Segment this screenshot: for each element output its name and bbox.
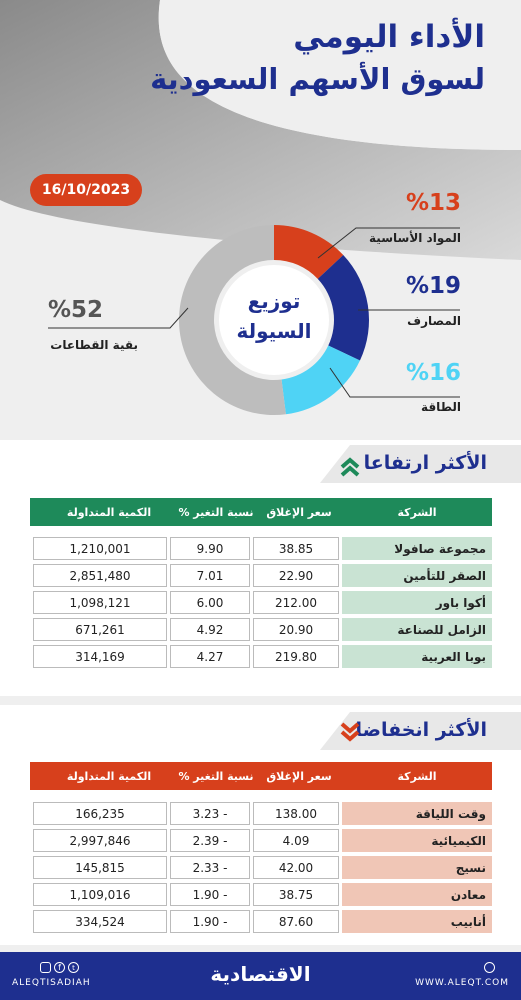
cell-change: - 1.90 (170, 883, 250, 906)
donut-center (219, 265, 329, 375)
arrow-down-icon (340, 722, 360, 742)
cell-change: - 2.39 (170, 829, 250, 852)
facebook-icon[interactable]: f (54, 962, 65, 973)
leader-lines (48, 227, 460, 398)
donut-center-line-1: توزيع (248, 289, 301, 313)
twitter-icon[interactable]: t (68, 962, 79, 973)
cell-close: 4.09 (253, 829, 339, 852)
cell-volume: 1,109,016 (33, 883, 167, 906)
cell-close: 38.85 (253, 537, 339, 560)
donut-segment-2 (281, 345, 360, 415)
cell-company: بوبا العربية (342, 645, 492, 668)
cell-company: الكيميائية (342, 829, 492, 852)
table-row: وقت اللياقة 138.00- 3.23 166,235 (30, 802, 492, 825)
footer: f t ALEQTISADIAH الاقتصادية WWW.ALEQT.CO… (0, 952, 521, 1000)
col-volume: الكمية المتداولة (66, 769, 152, 783)
segment-materials-label: المواد الأساسية (369, 231, 461, 245)
cell-company: الزامل للصناعة (342, 618, 492, 641)
gainers-table-header: الشركة سعر الإغلاق نسبة التغير % الكمية … (30, 498, 492, 526)
cell-company: نسيج (342, 856, 492, 879)
segment-other-pct: %52 (48, 297, 104, 323)
segment-energy-label: الطاقة (421, 400, 461, 414)
cell-volume: 2,997,846 (33, 829, 167, 852)
instagram-icon[interactable] (40, 962, 51, 973)
losers-table-header: الشركة سعر الإغلاق نسبة التغير % الكمية … (30, 762, 492, 790)
col-change: نسبة التغير % (178, 505, 254, 519)
cell-volume: 334,524 (33, 910, 167, 933)
social-handle[interactable]: ALEQTISADIAH (12, 978, 91, 988)
website-link[interactable]: WWW.ALEQT.COM (415, 978, 509, 988)
segment-materials-pct: %13 (405, 190, 461, 216)
table-row: أنابيب 87.60- 1.90 334,524 (30, 910, 492, 933)
page-title: الأداء اليومي لسوق الأسهم السعودية (125, 16, 485, 100)
cell-close: 212.00 (253, 591, 339, 614)
donut-segment-0 (274, 225, 344, 279)
table-row: معادن 38.75- 1.90 1,109,016 (30, 883, 492, 906)
cell-company: معادن (342, 883, 492, 906)
segment-other-label: بقية القطاعات (50, 338, 138, 352)
segment-banks-label: المصارف (407, 314, 461, 328)
social-icons: f t (40, 962, 79, 973)
losers-title: الأكثر انخفاضا (355, 719, 487, 741)
table-row: الزامل للصناعة 20.90 4.92 671,261 (30, 618, 492, 641)
title-line-2: لسوق الأسهم السعودية (150, 62, 485, 96)
cell-change: 4.27 (170, 645, 250, 668)
segment-banks-pct: %19 (405, 273, 461, 299)
table-row: مجموعة صافولا 38.85 9.90 1,210,001 (30, 537, 492, 560)
cell-close: 87.60 (253, 910, 339, 933)
arrow-up-icon (340, 457, 360, 477)
cell-close: 22.90 (253, 564, 339, 587)
cell-close: 42.00 (253, 856, 339, 879)
cell-change: - 3.23 (170, 802, 250, 825)
liquidity-donut-chart: توزيع السيولة (179, 225, 369, 415)
col-volume: الكمية المتداولة (66, 505, 152, 519)
col-close: سعر الإغلاق (266, 769, 332, 783)
segment-energy-pct: %16 (405, 360, 461, 386)
table-row: أكوا باور 212.00 6.00 1,098,121 (30, 591, 492, 614)
donut-center-line-2: السيولة (236, 319, 311, 343)
cell-volume: 2,851,480 (33, 564, 167, 587)
cell-close: 20.90 (253, 618, 339, 641)
donut-segment-3 (179, 225, 286, 415)
cell-volume: 1,210,001 (33, 537, 167, 560)
col-close: سعر الإغلاق (266, 505, 332, 519)
table-row: نسيج 42.00- 2.33 145,815 (30, 856, 492, 879)
cell-volume: 671,261 (33, 618, 167, 641)
cell-change: - 1.90 (170, 910, 250, 933)
gainers-title: الأكثر ارتفاعا (363, 452, 487, 474)
cell-volume: 1,098,121 (33, 591, 167, 614)
cell-company: الصقر للتأمين (342, 564, 492, 587)
cell-close: 38.75 (253, 883, 339, 906)
cell-change: 4.92 (170, 618, 250, 641)
table-row: بوبا العربية 219.80 4.27 314,169 (30, 645, 492, 668)
cell-volume: 145,815 (33, 856, 167, 879)
title-line-1: الأداء اليومي (293, 19, 485, 55)
cell-change: 6.00 (170, 591, 250, 614)
cell-company: أنابيب (342, 910, 492, 933)
cell-company: مجموعة صافولا (342, 537, 492, 560)
cell-change: 7.01 (170, 564, 250, 587)
col-company: الشركة (397, 505, 437, 519)
col-change: نسبة التغير % (178, 769, 254, 783)
table-row: الصقر للتأمين 22.90 7.01 2,851,480 (30, 564, 492, 587)
donut-segment-1 (317, 254, 369, 361)
col-company: الشركة (397, 769, 437, 783)
date-badge: 16/10/2023 (30, 174, 142, 206)
web-icon (484, 962, 495, 973)
brand-logo: الاقتصادية (210, 962, 311, 986)
cell-change: - 2.33 (170, 856, 250, 879)
cell-change: 9.90 (170, 537, 250, 560)
cell-company: وقت اللياقة (342, 802, 492, 825)
cell-volume: 166,235 (33, 802, 167, 825)
cell-close: 138.00 (253, 802, 339, 825)
table-row: الكيميائية 4.09- 2.39 2,997,846 (30, 829, 492, 852)
cell-volume: 314,169 (33, 645, 167, 668)
losers-title-tab (320, 712, 521, 750)
cell-close: 219.80 (253, 645, 339, 668)
cell-company: أكوا باور (342, 591, 492, 614)
